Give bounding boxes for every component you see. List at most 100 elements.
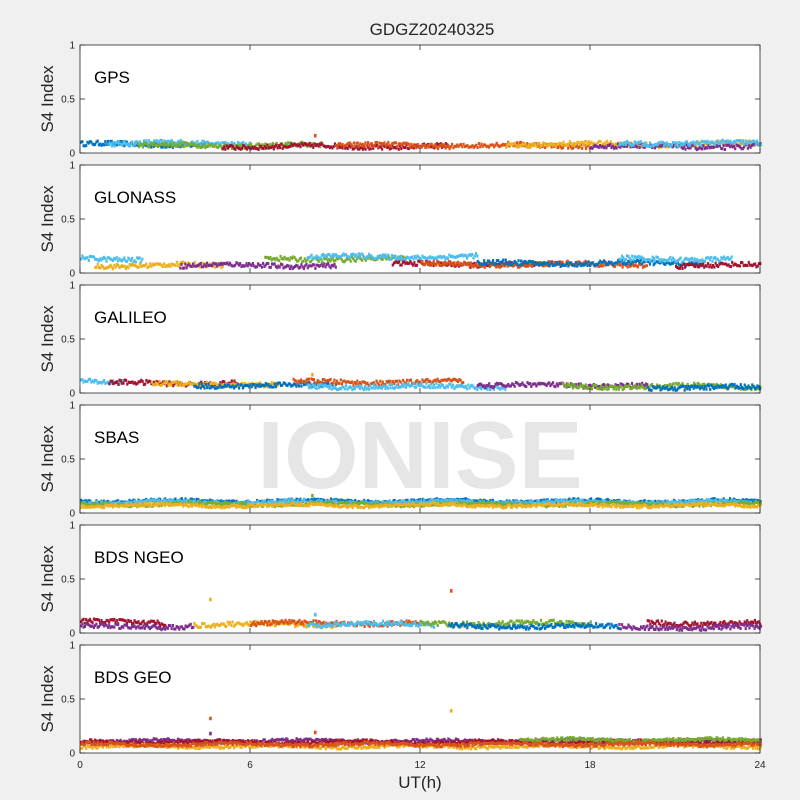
data-point <box>177 139 180 143</box>
data-point <box>185 144 188 148</box>
data-point <box>528 259 532 263</box>
data-point <box>240 383 243 387</box>
data-point <box>408 145 412 149</box>
data-point <box>145 378 148 382</box>
data-point <box>209 386 213 390</box>
data-point <box>592 145 595 149</box>
data-point <box>580 385 583 389</box>
data-point <box>330 145 333 149</box>
data-point <box>391 263 394 267</box>
data-point <box>211 385 214 389</box>
data-point <box>729 139 732 143</box>
data-point <box>124 267 127 270</box>
data-point <box>738 264 741 268</box>
satellite-track <box>646 382 762 392</box>
data-point <box>401 257 404 261</box>
data-point <box>670 385 674 389</box>
data-point <box>367 252 371 256</box>
data-point <box>332 253 335 257</box>
data-point <box>738 386 741 390</box>
data-point <box>446 261 449 265</box>
data-point <box>562 146 565 150</box>
data-point <box>235 261 238 265</box>
data-point <box>118 266 121 269</box>
data-point <box>513 141 517 145</box>
data-point <box>279 254 282 258</box>
data-point <box>741 147 744 151</box>
data-point <box>350 255 354 259</box>
data-point <box>139 260 143 264</box>
data-point <box>635 264 638 268</box>
data-point <box>635 386 638 390</box>
data-point <box>706 262 710 266</box>
data-point <box>316 258 319 262</box>
data-point <box>632 143 635 147</box>
data-point <box>512 261 515 265</box>
data-point <box>629 143 632 147</box>
data-point <box>715 264 718 267</box>
data-point <box>289 382 292 386</box>
data-point <box>367 383 370 387</box>
data-point <box>736 139 740 143</box>
data-point <box>573 264 576 268</box>
data-point <box>453 387 456 390</box>
data-point <box>306 383 309 387</box>
data-point <box>439 385 442 389</box>
data-point <box>493 262 496 266</box>
data-point <box>460 381 463 385</box>
data-point <box>656 260 659 264</box>
data-point <box>370 382 373 386</box>
data-point <box>500 263 503 267</box>
data-point <box>614 145 617 149</box>
data-point <box>415 263 419 267</box>
data-point <box>306 381 309 385</box>
data-point <box>335 256 338 260</box>
data-point <box>491 143 494 147</box>
data-point <box>282 257 285 261</box>
data-point <box>204 382 207 386</box>
data-point <box>409 260 412 264</box>
data-point <box>381 380 384 384</box>
data-point <box>455 384 458 388</box>
data-point <box>444 386 447 390</box>
data-point <box>506 384 509 388</box>
data-point <box>324 257 327 261</box>
data-point <box>696 140 699 144</box>
data-point <box>483 265 486 269</box>
data-point <box>306 377 309 381</box>
data-point <box>569 261 572 265</box>
data-point <box>96 139 99 143</box>
data-point <box>631 386 634 390</box>
data-point <box>620 141 624 145</box>
data-point <box>105 381 108 385</box>
data-point <box>332 385 335 389</box>
data-point <box>476 259 479 263</box>
data-point <box>347 141 350 145</box>
data-point <box>367 145 370 149</box>
data-point <box>326 258 329 262</box>
data-point <box>298 379 302 383</box>
data-point <box>161 383 164 387</box>
data-point <box>696 265 699 269</box>
data-point <box>379 379 382 383</box>
data-point <box>743 145 746 149</box>
data-point <box>141 145 144 149</box>
data-point <box>132 381 135 385</box>
data-point <box>719 259 722 263</box>
data-point <box>605 146 608 150</box>
data-point <box>256 262 260 266</box>
data-point <box>626 265 629 269</box>
data-point <box>503 384 506 388</box>
data-point <box>167 139 170 143</box>
data-point <box>347 257 350 261</box>
data-point <box>744 388 747 392</box>
data-point <box>196 139 199 143</box>
data-point <box>622 262 625 266</box>
data-point <box>230 141 233 145</box>
data-point <box>500 143 503 147</box>
data-point <box>577 263 580 267</box>
data-point <box>208 263 211 267</box>
data-point <box>711 141 714 145</box>
data-point <box>291 144 294 147</box>
data-point <box>280 257 283 260</box>
